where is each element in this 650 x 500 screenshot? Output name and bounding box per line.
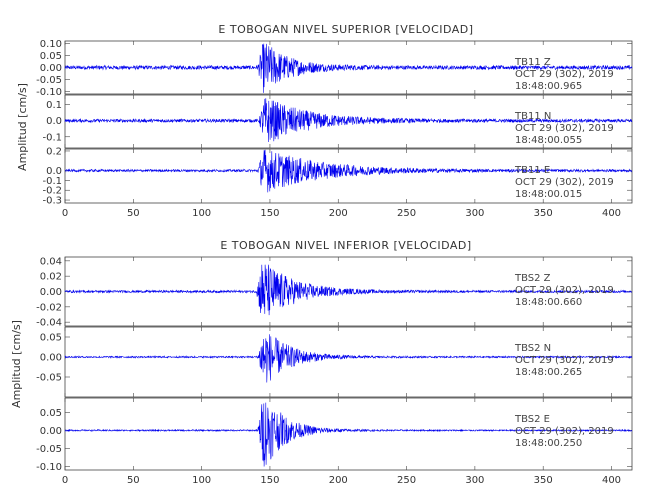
x-tick-label: 250	[397, 208, 416, 219]
x-tick-label: 200	[329, 208, 348, 219]
time-label: 18:48:00.265	[515, 367, 582, 378]
y-tick-label: 0.04	[40, 256, 62, 267]
x-tick-label: 350	[534, 475, 553, 486]
y-tick-label: -0.10	[36, 87, 62, 98]
y-tick-label: -0.3	[42, 196, 62, 207]
station-component-label: TB11 N	[514, 111, 551, 122]
y-tick-label: -0.1	[42, 176, 62, 187]
x-tick-label: 200	[329, 475, 348, 486]
x-tick-label: 0	[62, 208, 68, 219]
x-tick-label: 150	[260, 208, 279, 219]
lower-title: E TOBOGAN NIVEL INFERIOR [VELOCIDAD]	[220, 239, 471, 252]
x-tick-label: 250	[397, 475, 416, 486]
y-tick-label: -0.10	[36, 462, 62, 473]
waveform-trace	[64, 98, 633, 143]
station-component-label: TB11 Z	[514, 57, 551, 68]
date-label: OCT 29 (302), 2019	[515, 123, 614, 134]
station-component-label: TBS2 N	[514, 343, 551, 354]
lower-x-axis: 0 50 100 150 200 250 300 350 400	[62, 475, 621, 486]
y-tick-label: 0.00	[40, 287, 62, 298]
x-tick-label: 50	[127, 475, 140, 486]
y-tick-label: -0.04	[36, 318, 62, 329]
x-tick-label: 150	[260, 475, 279, 486]
y-tick-label: 0.2	[46, 146, 62, 157]
date-label: OCT 29 (302), 2019	[515, 285, 614, 296]
waveform-trace	[64, 402, 633, 467]
date-label: OCT 29 (302), 2019	[515, 69, 614, 80]
lower-y-axis-label: Amplitud [cm/s]	[10, 320, 23, 408]
panel-frame	[64, 148, 633, 204]
y-tick-label: 0.0	[46, 166, 62, 177]
time-label: 18:48:00.965	[515, 81, 582, 92]
x-tick-label: 50	[127, 208, 140, 219]
x-tick-label: 300	[465, 208, 484, 219]
waveform-trace	[64, 43, 633, 93]
upper-title: E TOBOGAN NIVEL SUPERIOR [VELOCIDAD]	[218, 23, 473, 36]
x-tick-label: 350	[534, 208, 553, 219]
y-tick-label: 0.00	[40, 426, 62, 437]
y-tick-label: -0.2	[42, 186, 62, 197]
y-tick-label: 0.00	[40, 353, 62, 364]
y-tick-label: 0.00	[40, 63, 62, 74]
y-tick-label: 0.05	[40, 333, 62, 344]
station-component-label: TBS2 E	[514, 414, 550, 425]
waveform-trace	[64, 334, 633, 383]
y-tick-label: 0.02	[40, 272, 62, 283]
station-component-label: TB11 E	[514, 165, 550, 176]
y-tick-label: 0.10	[40, 39, 62, 50]
date-label: OCT 29 (302), 2019	[515, 177, 614, 188]
y-tick-label: -0.02	[36, 302, 62, 313]
x-tick-label: 100	[192, 475, 211, 486]
lower-seismogram-group: E TOBOGAN NIVEL INFERIOR [VELOCIDAD] Amp…	[10, 239, 633, 486]
waveform-trace	[64, 264, 633, 316]
upper-seismogram-group: E TOBOGAN NIVEL SUPERIOR [VELOCIDAD] Amp…	[16, 23, 633, 219]
panel-frame	[64, 326, 633, 398]
x-tick-label: 0	[62, 475, 68, 486]
waveform-trace	[65, 149, 633, 193]
y-tick-label: 0.1	[46, 100, 62, 111]
date-label: OCT 29 (302), 2019	[515, 355, 614, 366]
station-component-label: TBS2 Z	[514, 273, 551, 284]
time-label: 18:48:00.250	[515, 438, 582, 449]
upper-y-axis-label: Amplitud [cm/s]	[16, 83, 29, 171]
time-label: 18:48:00.055	[515, 135, 582, 146]
y-tick-label: -0.05	[36, 75, 62, 86]
y-tick-label: 0.0	[46, 116, 62, 127]
panel-frame	[64, 397, 633, 471]
date-label: OCT 29 (302), 2019	[515, 426, 614, 437]
x-tick-label: 100	[192, 208, 211, 219]
x-tick-label: 400	[602, 208, 621, 219]
upper-x-axis: 0 50 100 150 200 250 300 350 400	[62, 208, 621, 219]
y-tick-label: 0.05	[40, 408, 62, 419]
y-tick-label: -0.1	[42, 132, 62, 143]
y-tick-label: -0.05	[36, 373, 62, 384]
x-tick-label: 400	[602, 475, 621, 486]
time-label: 18:48:00.660	[515, 297, 582, 308]
x-tick-label: 300	[465, 475, 484, 486]
y-tick-label: 0.05	[40, 51, 62, 62]
y-tick-label: -0.05	[36, 444, 62, 455]
time-label: 18:48:00.015	[515, 189, 582, 200]
